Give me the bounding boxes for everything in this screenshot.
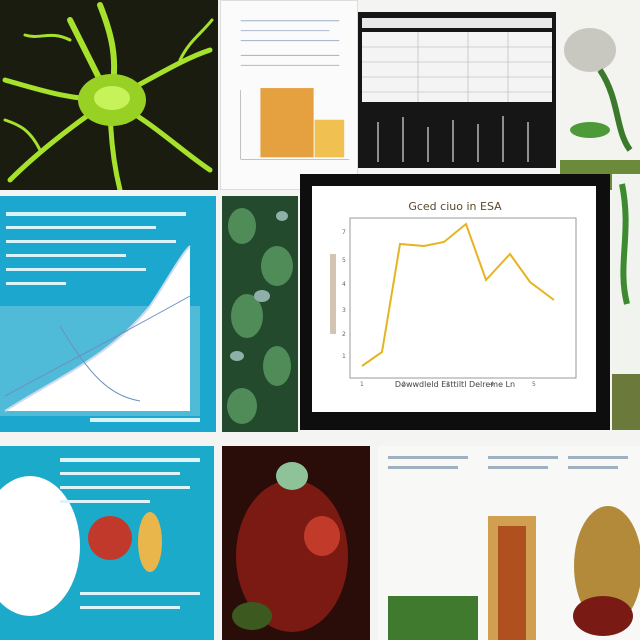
document-page-thumbnail <box>220 0 358 190</box>
chart-title: Gced ciuo in ESA <box>408 200 502 213</box>
svg-text:3: 3 <box>342 307 346 314</box>
svg-text:2: 2 <box>402 381 406 388</box>
red-tissue-image <box>222 446 370 640</box>
cyan-scientific-chart-panel <box>0 196 216 432</box>
svg-text:5: 5 <box>532 381 536 388</box>
svg-text:3: 3 <box>446 381 450 388</box>
green-texture-image <box>222 196 298 432</box>
svg-text:5: 5 <box>342 257 346 264</box>
svg-text:1: 1 <box>342 353 346 360</box>
svg-text:2: 2 <box>342 331 346 338</box>
poster-thumbnail <box>378 446 640 640</box>
svg-text:4: 4 <box>490 381 494 388</box>
plant-illustration-thumbnail <box>560 0 640 190</box>
dark-table-chart-thumbnail <box>358 12 556 168</box>
svg-text:7: 7 <box>342 229 346 236</box>
neuron-cell-image <box>0 0 218 190</box>
chart-x-axis-label: Dowwdleld Esttiltl Delreme Ln <box>394 380 516 389</box>
svg-text:1: 1 <box>360 381 364 388</box>
svg-text:4: 4 <box>342 281 346 288</box>
line-chart-figure: 7 5 4 3 2 1 1 2 3 4 5 <box>300 174 610 430</box>
plant-edge-thumbnail <box>612 174 640 430</box>
cyan-illustration-panel <box>0 446 214 640</box>
